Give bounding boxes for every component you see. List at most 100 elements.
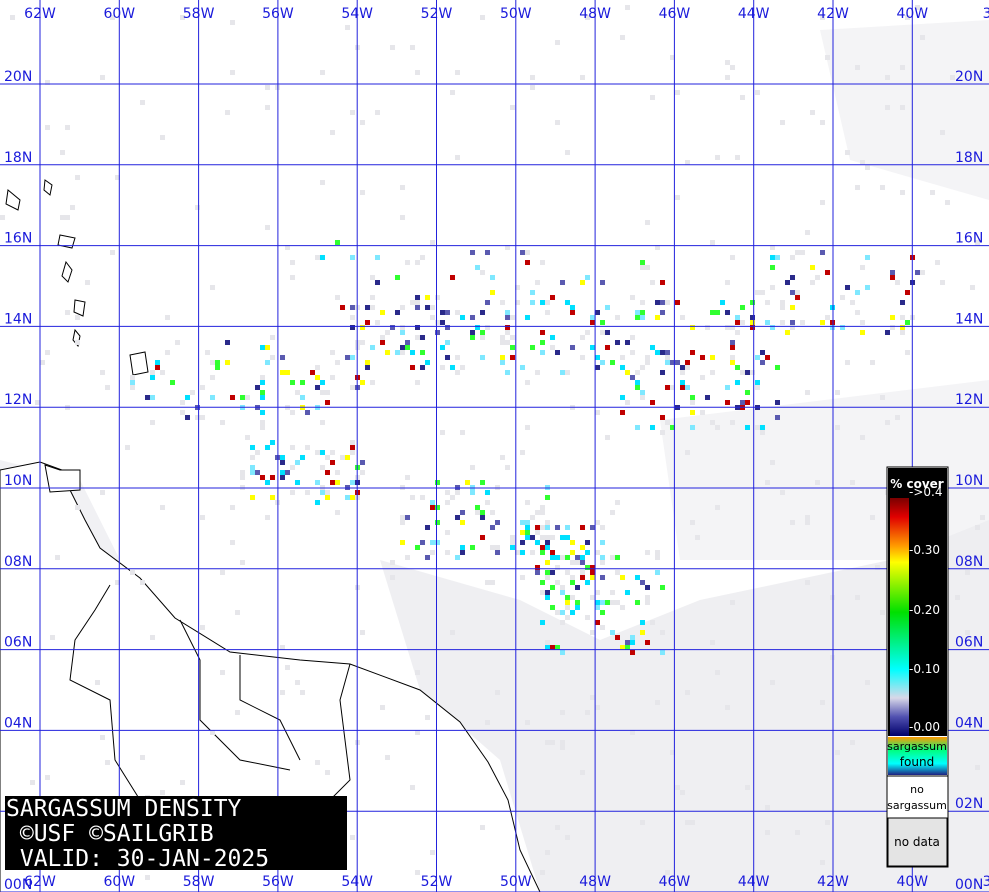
no-data-pixel [675, 785, 680, 790]
latitude-label-left: 14N [4, 311, 32, 327]
sargassum-pixel [320, 490, 325, 495]
legend-none: no [910, 783, 924, 796]
sargassum-pixel [770, 325, 775, 330]
no-data-pixel [735, 155, 740, 160]
no-data-pixel [625, 5, 630, 10]
no-data-pixel [585, 615, 590, 620]
sargassum-pixel [665, 420, 670, 425]
sargassum-pixel [550, 570, 555, 575]
sargassum-pixel [540, 620, 545, 625]
no-data-pixel [420, 495, 425, 500]
no-data-pixel [765, 480, 770, 485]
sargassum-pixel [550, 555, 555, 560]
no-data-pixel [845, 360, 850, 365]
sargassum-pixel [400, 515, 405, 520]
sargassum-pixel [725, 385, 730, 390]
sargassum-pixel [260, 420, 265, 425]
latitude-label-right: 06N [955, 635, 983, 651]
sargassum-pixel [660, 370, 665, 375]
sargassum-pixel [665, 385, 670, 390]
no-data-pixel [520, 450, 525, 455]
sargassum-pixel [545, 525, 550, 530]
no-data-pixel [45, 775, 50, 780]
longitude-label-bottom: 54W [341, 874, 373, 890]
no-data-pixel [345, 25, 350, 30]
sargassum-pixel [775, 365, 780, 370]
sargassum-pixel [700, 410, 705, 415]
sargassum-pixel [565, 600, 570, 605]
sargassum-pixel [320, 255, 325, 260]
sargassum-pixel [325, 490, 330, 495]
sargassum-pixel [750, 320, 755, 325]
sargassum-pixel [540, 525, 545, 530]
sargassum-pixel [595, 600, 600, 605]
sargassum-pixel [810, 280, 815, 285]
sargassum-pixel [325, 400, 330, 405]
sargassum-pixel [645, 585, 650, 590]
sargassum-pixel [260, 345, 265, 350]
no-data-pixel [220, 570, 225, 575]
sargassum-pixel [565, 615, 570, 620]
no-data-pixel [685, 450, 690, 455]
sargassum-pixel [455, 490, 460, 495]
longitude-label-top: 54W [341, 6, 373, 22]
no-data-pixel [500, 455, 505, 460]
no-data-pixel [40, 360, 45, 365]
no-data-pixel [555, 120, 560, 125]
no-data-pixel [285, 245, 290, 250]
sargassum-pixel [680, 365, 685, 370]
no-data-pixel [645, 595, 650, 600]
sargassum-pixel [525, 530, 530, 535]
sargassum-pixel [250, 465, 255, 470]
sargassum-pixel [525, 520, 530, 525]
sargassum-pixel [430, 550, 435, 555]
no-data-pixel [800, 320, 805, 325]
sargassum-pixel [675, 360, 680, 365]
sargassum-pixel [900, 315, 905, 320]
sargassum-pixel [410, 365, 415, 370]
title-line: ©USF ©SAILGRIB [6, 821, 214, 847]
no-data-pixel [630, 295, 635, 300]
sargassum-pixel [530, 290, 535, 295]
sargassum-pixel [255, 385, 260, 390]
no-data-pixel [55, 555, 60, 560]
sargassum-pixel [540, 580, 545, 585]
no-data-pixel [100, 490, 105, 495]
no-data-pixel [265, 85, 270, 90]
latitude-label-right: 12N [955, 392, 983, 408]
sargassum-pixel [495, 545, 500, 550]
sargassum-pixel [640, 310, 645, 315]
sargassum-pixel [590, 320, 595, 325]
sargassum-pixel [295, 460, 300, 465]
no-data-pixel [595, 705, 600, 710]
sargassum-pixel [265, 360, 270, 365]
title-box: SARGASSUM DENSITY ©USF ©SAILGRIB VALID: … [5, 796, 347, 872]
no-data-pixel [630, 730, 635, 735]
sargassum-pixel [255, 470, 260, 475]
no-data-patch [380, 520, 989, 892]
sargassum-pixel [400, 330, 405, 335]
no-data-pixel [425, 715, 430, 720]
sargassum-pixel [285, 370, 290, 375]
sargassum-pixel [360, 340, 365, 345]
sargassum-pixel [715, 425, 720, 430]
sargassum-pixel [405, 515, 410, 520]
no-data-pixel [235, 710, 240, 715]
no-data-pixel [480, 270, 485, 275]
sargassum-pixel [260, 395, 265, 400]
no-data-pixel [325, 390, 330, 395]
sargassum-pixel [775, 400, 780, 405]
no-data-pixel [320, 180, 325, 185]
sargassum-pixel [580, 560, 585, 565]
no-data-pixel [725, 75, 730, 80]
sargassum-pixel [420, 350, 425, 355]
no-data-pixel [545, 310, 550, 315]
no-data-pixel [755, 875, 760, 880]
sargassum-pixel [630, 650, 635, 655]
sargassum-pixel [600, 525, 605, 530]
sargassum-pixel [635, 385, 640, 390]
sargassum-pixel [540, 300, 545, 305]
no-data-pixel [505, 245, 510, 250]
sargassum-pixel [640, 395, 645, 400]
sargassum-pixel [305, 410, 310, 415]
